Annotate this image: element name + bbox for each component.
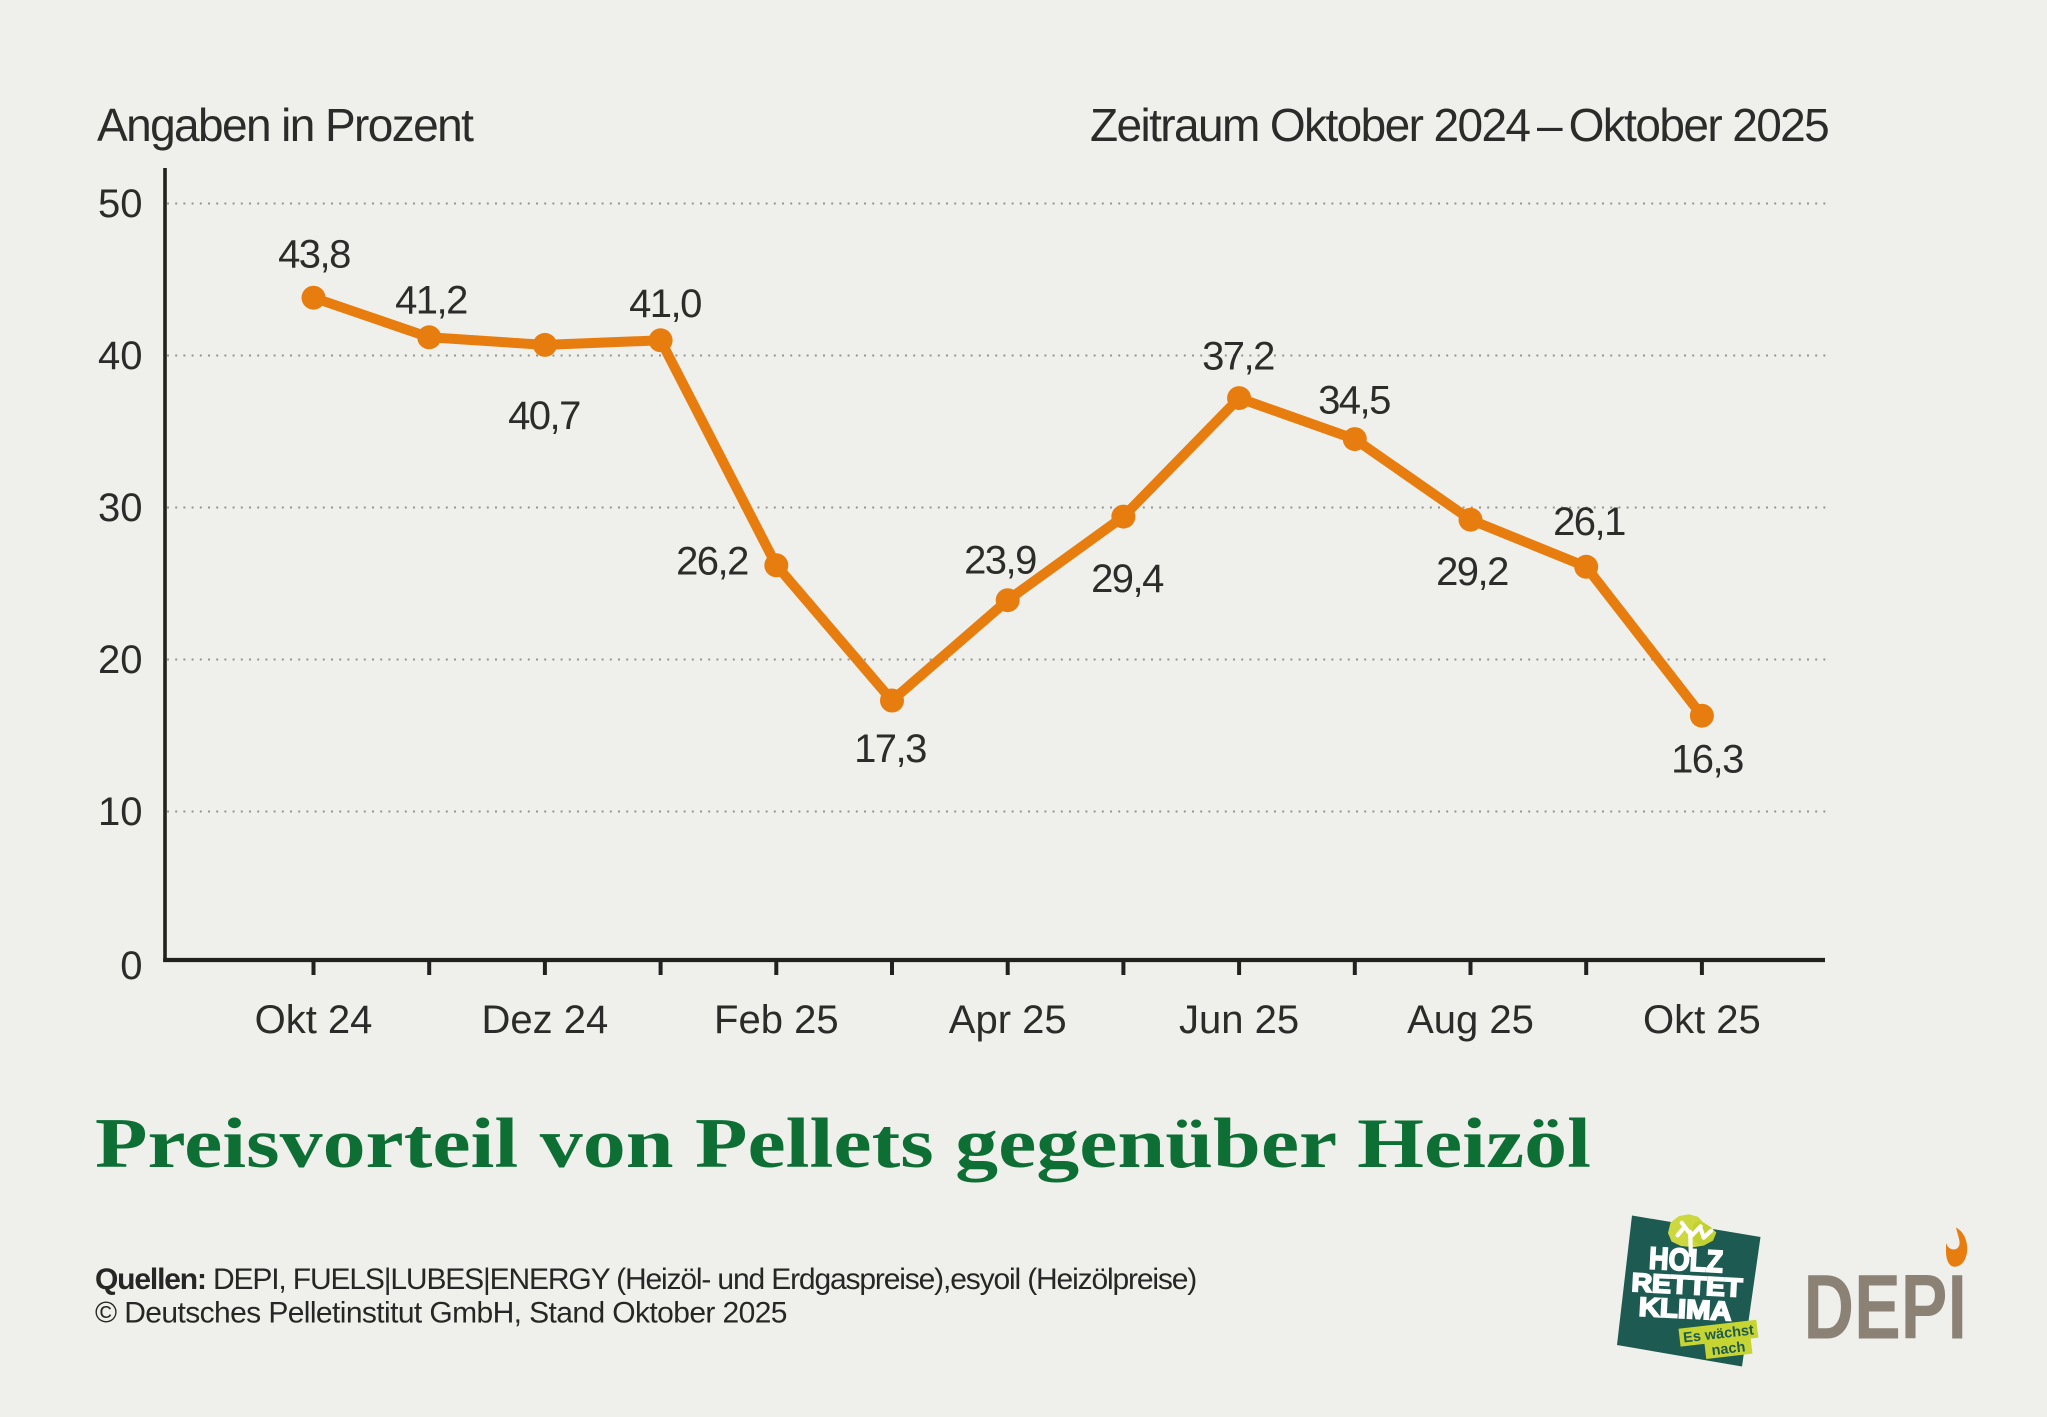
svg-text:DEPI: DEPI (1804, 1257, 1968, 1359)
svg-text:29,2: 29,2 (1436, 550, 1508, 594)
svg-text:HOLZ: HOLZ (1648, 1241, 1724, 1280)
svg-text:Jun 25: Jun 25 (1179, 998, 1299, 1042)
svg-text:nach: nach (1711, 1339, 1746, 1359)
svg-text:41,2: 41,2 (395, 279, 467, 323)
svg-text:RETTET: RETTET (1631, 1267, 1744, 1303)
svg-text:29,4: 29,4 (1091, 557, 1164, 601)
svg-text:17,3: 17,3 (854, 727, 926, 771)
svg-text:26,1: 26,1 (1553, 500, 1625, 544)
svg-text:40: 40 (98, 334, 143, 378)
svg-text:Quellen: DEPI, FUELS|LUBES|ENE: Quellen: DEPI, FUELS|LUBES|ENERGY (Heizö… (95, 1263, 1196, 1296)
svg-text:34,5: 34,5 (1318, 379, 1390, 423)
svg-text:50: 50 (98, 182, 143, 226)
svg-text:Zeitraum Oktober 2024 – Oktobe: Zeitraum Oktober 2024 – Oktober 2025 (1090, 99, 1828, 151)
svg-text:© Deutsches Pelletinstitut Gmb: © Deutsches Pelletinstitut GmbH, Stand O… (95, 1296, 787, 1329)
svg-text:Okt 25: Okt 25 (1643, 998, 1761, 1042)
svg-text:Angaben in Prozent: Angaben in Prozent (97, 99, 474, 151)
svg-text:41,0: 41,0 (629, 282, 701, 326)
svg-text:43,8: 43,8 (278, 233, 350, 277)
svg-text:37,2: 37,2 (1202, 335, 1274, 379)
svg-text:KLIMA: KLIMA (1638, 1292, 1732, 1327)
svg-text:Okt 24: Okt 24 (255, 998, 373, 1042)
svg-text:Aug 25: Aug 25 (1407, 998, 1534, 1042)
svg-text:40,7: 40,7 (508, 394, 580, 438)
svg-text:30: 30 (98, 486, 143, 530)
svg-text:16,3: 16,3 (1671, 738, 1743, 782)
svg-text:10: 10 (98, 790, 143, 834)
svg-text:Preisvorteil von Pellets gegen: Preisvorteil von Pellets gegenüber Heizö… (95, 1105, 1591, 1183)
svg-text:Feb 25: Feb 25 (714, 998, 839, 1042)
svg-text:20: 20 (98, 638, 143, 682)
svg-text:Dez 24: Dez 24 (482, 998, 609, 1042)
svg-text:0: 0 (120, 944, 142, 988)
svg-text:Apr 25: Apr 25 (949, 998, 1067, 1042)
svg-text:26,2: 26,2 (676, 540, 748, 584)
svg-text:23,9: 23,9 (964, 539, 1036, 583)
